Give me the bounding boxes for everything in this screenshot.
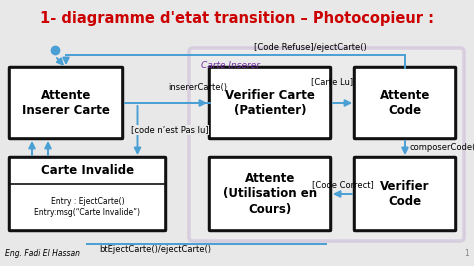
Text: Verifier
Code: Verifier Code xyxy=(380,180,430,208)
Text: [Code Correct]: [Code Correct] xyxy=(311,180,374,189)
FancyBboxPatch shape xyxy=(354,67,456,139)
Text: [code n’est Pas lu]: [code n’est Pas lu] xyxy=(131,126,209,135)
Text: composerCode(): composerCode() xyxy=(410,143,474,152)
Text: btEjectCarte()/ejectCarte(): btEjectCarte()/ejectCarte() xyxy=(99,246,211,255)
FancyBboxPatch shape xyxy=(9,67,123,139)
Text: Attente
(Utilisation en
Cours): Attente (Utilisation en Cours) xyxy=(223,172,317,215)
FancyBboxPatch shape xyxy=(9,157,166,231)
Text: [Carte Lu]: [Carte Lu] xyxy=(311,77,353,86)
Text: Carte Invalide: Carte Invalide xyxy=(41,164,134,177)
Text: 1- diagramme d'etat transition – Photocopieur :: 1- diagramme d'etat transition – Photoco… xyxy=(40,10,434,26)
FancyBboxPatch shape xyxy=(189,48,464,241)
Text: [Code Refuse]/ejectCarte(): [Code Refuse]/ejectCarte() xyxy=(254,43,366,52)
Text: Eng. Fadi El Hassan: Eng. Fadi El Hassan xyxy=(5,249,80,258)
Text: Attente
Inserer Carte: Attente Inserer Carte xyxy=(22,89,110,117)
FancyBboxPatch shape xyxy=(210,157,331,231)
Text: 1: 1 xyxy=(464,249,469,258)
Text: Entry : EjectCarte()
Entry:msg(“Carte Invalide”): Entry : EjectCarte() Entry:msg(“Carte In… xyxy=(35,197,140,217)
Text: Verifier Carte
(Patienter): Verifier Carte (Patienter) xyxy=(225,89,315,117)
FancyBboxPatch shape xyxy=(354,157,456,231)
FancyBboxPatch shape xyxy=(210,67,331,139)
Text: Carte Inserer: Carte Inserer xyxy=(201,61,260,70)
Text: insererCarte(): insererCarte() xyxy=(168,83,227,92)
Text: Attente
Code: Attente Code xyxy=(380,89,430,117)
